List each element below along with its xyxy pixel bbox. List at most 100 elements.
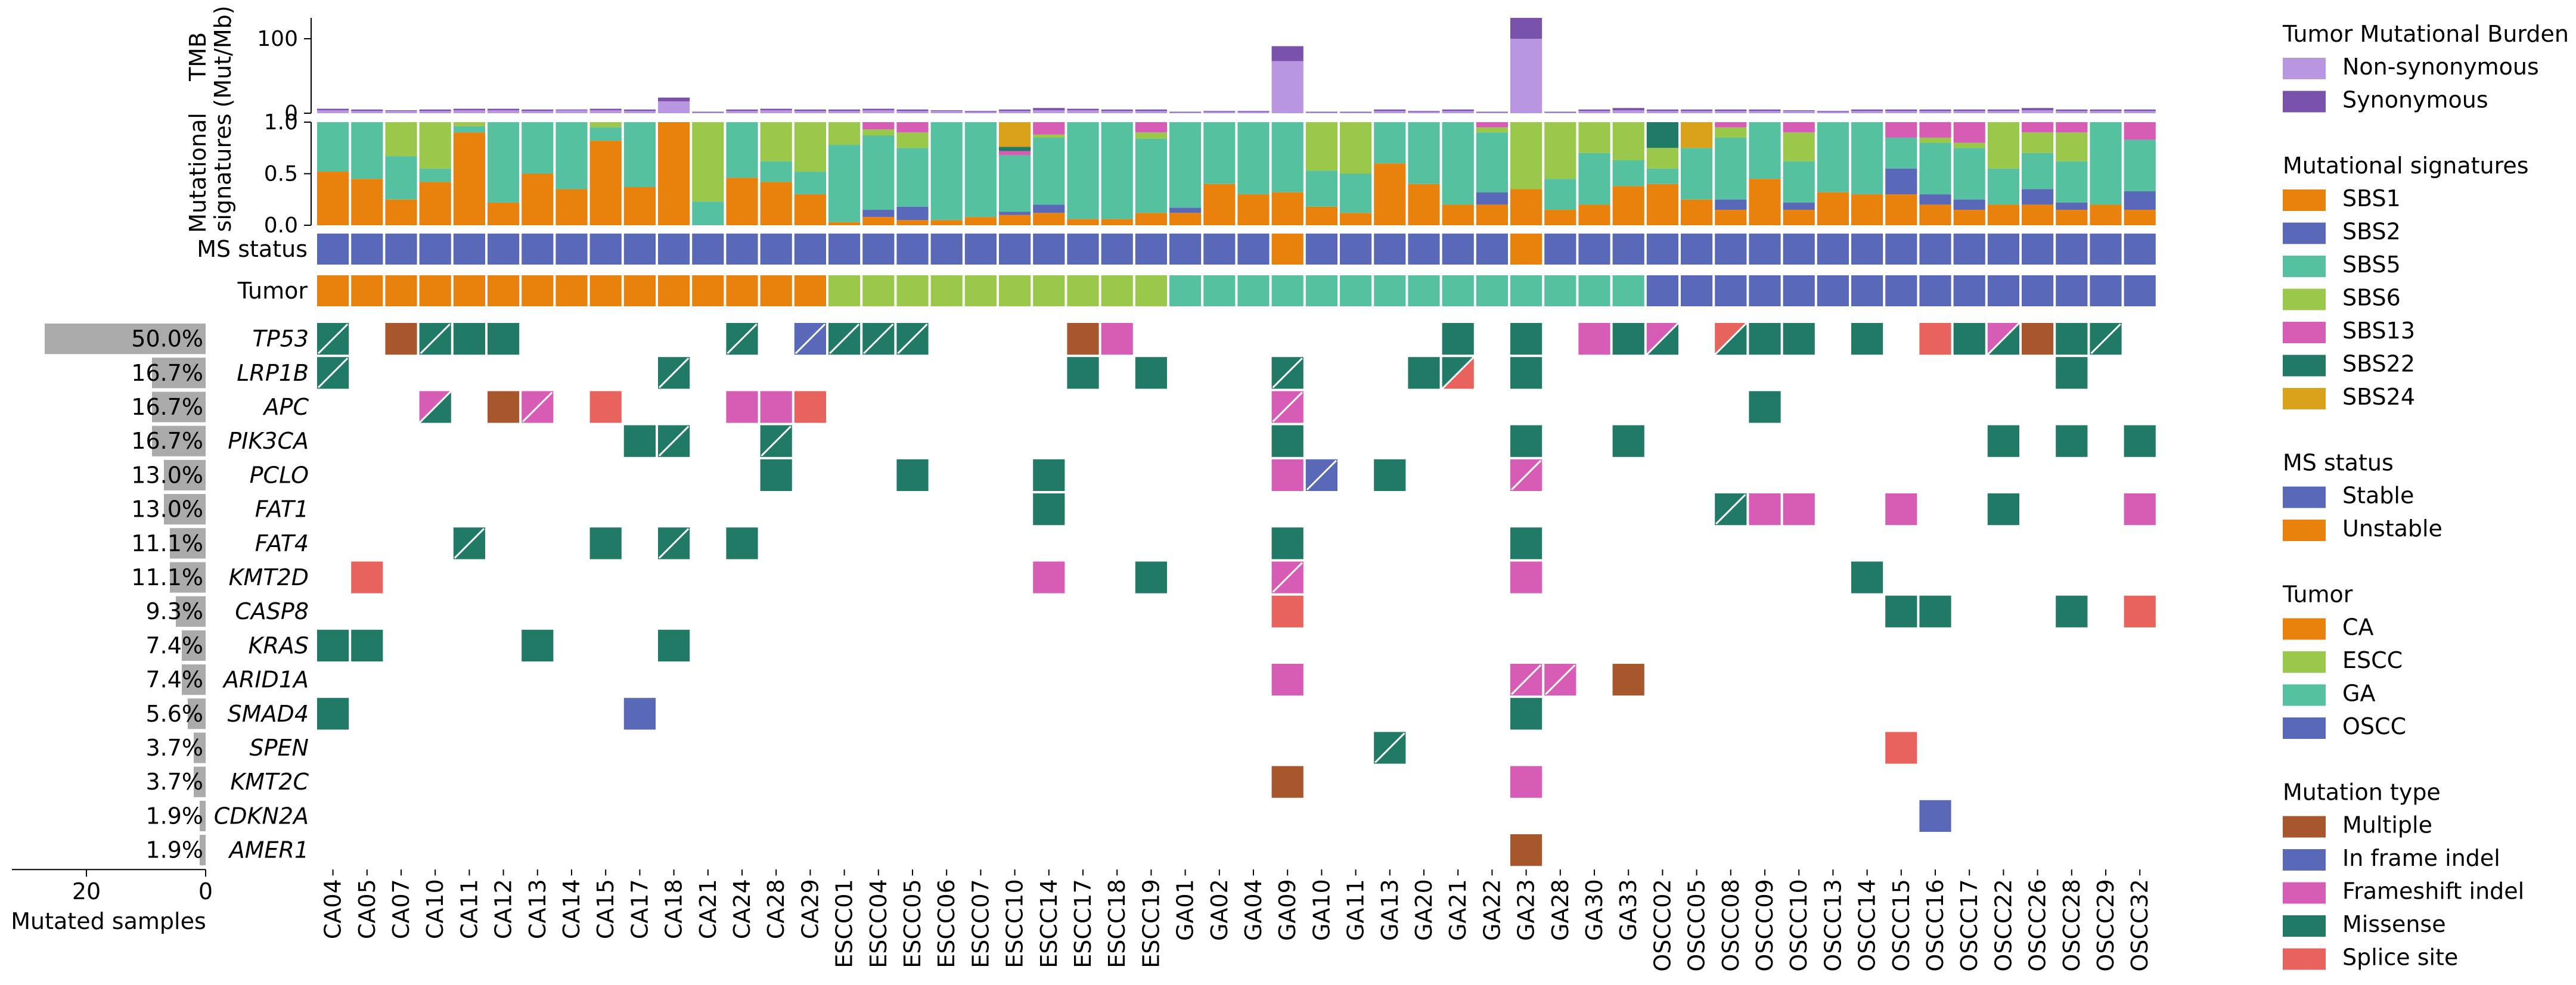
- signature-segment: [1953, 199, 1985, 210]
- legend-label: Frameshift indel: [2342, 878, 2524, 905]
- tmb-bar-nonsyn: [896, 111, 929, 113]
- tumor-cell: [351, 275, 383, 306]
- signature-segment: [964, 217, 997, 225]
- signature-segment: [794, 122, 826, 172]
- ms-status-cell: [2124, 234, 2156, 265]
- signature-segment: [1033, 137, 1065, 205]
- tmb-bar-nonsyn: [623, 111, 656, 113]
- mutation-split-line: [1441, 356, 1475, 390]
- gene-percent-label: 7.4%: [145, 667, 203, 693]
- mutation-cell: [760, 391, 792, 423]
- tumor-cell: [419, 275, 451, 306]
- ms-status-cell: [1442, 234, 1474, 265]
- signature-segment: [1885, 137, 1917, 169]
- tmb-bar-nonsyn: [1374, 111, 1406, 113]
- signature-segment: [1169, 213, 1202, 225]
- tmb-bar-syn: [1681, 109, 1713, 111]
- tumor-cell: [2022, 275, 2054, 306]
- mutation-cell: [1885, 595, 1917, 627]
- ms-status-cell: [419, 234, 451, 265]
- signature-segment: [930, 220, 963, 225]
- ms-status-cell: [726, 234, 758, 265]
- signature-segment: [794, 194, 826, 225]
- tmb-bar-syn: [1612, 108, 1644, 110]
- gene-label: SPEN: [250, 735, 309, 761]
- mutation-split-line: [761, 425, 792, 456]
- signature-segment: [1817, 122, 1849, 192]
- mutation-cell: [1749, 391, 1781, 423]
- sample-label: CA28: [763, 879, 789, 939]
- mutation-cell: [794, 391, 826, 423]
- signature-segment: [1408, 122, 1440, 184]
- gene-percent-label: 1.9%: [145, 837, 203, 863]
- ms-status-cell: [1135, 234, 1167, 265]
- signature-segment: [1715, 127, 1747, 138]
- ms-status-cell: [2022, 234, 2054, 265]
- tumor-cell: [1885, 275, 1917, 306]
- legend-label: Unstable: [2342, 515, 2442, 542]
- signature-segment: [1749, 179, 1781, 225]
- signature-segment: [1681, 199, 1713, 225]
- signature-segment: [2056, 122, 2088, 133]
- tmb-bar-nonsyn: [385, 111, 417, 113]
- mutation-cell: [760, 459, 792, 491]
- gene-label: CDKN2A: [214, 803, 309, 829]
- ms-status-cell: [1408, 234, 1440, 265]
- tmb-bar-syn: [896, 109, 929, 111]
- tmb-bar-nonsyn: [726, 111, 758, 113]
- signature-segment: [1305, 170, 1337, 207]
- ms-status-cell: [555, 234, 588, 265]
- tumor-cell: [1237, 275, 1270, 306]
- mutation-cell: [488, 323, 520, 355]
- sample-label: CA15: [592, 879, 619, 939]
- mutation-cell: [2056, 425, 2088, 457]
- signature-segment: [453, 132, 485, 225]
- signature-segment: [1715, 137, 1747, 200]
- gene-percent-label: 13.0%: [131, 462, 203, 488]
- sample-label: CA18: [661, 879, 687, 939]
- signature-segment: [760, 182, 792, 225]
- legend-title: MS status: [2283, 450, 2394, 476]
- ms-status-cell: [1612, 234, 1644, 265]
- gene-percent-label: 16.7%: [131, 394, 203, 420]
- tumor-cell: [2090, 275, 2122, 306]
- ms-status-cell: [317, 234, 349, 265]
- signature-segment: [1271, 192, 1303, 225]
- signature-segment: [522, 173, 554, 225]
- ms-status-cell: [794, 234, 826, 265]
- sample-label: CA07: [388, 879, 414, 939]
- sample-label: GA10: [1308, 879, 1334, 941]
- signature-segment: [862, 135, 895, 210]
- signature-segment: [419, 182, 451, 225]
- mutation-cell: [1101, 323, 1133, 355]
- mutation-split-line: [897, 323, 928, 355]
- signature-segment: [862, 122, 895, 130]
- mutation-cell: [317, 629, 349, 661]
- ms-status-cell: [862, 234, 895, 265]
- legend-label: SBS5: [2342, 251, 2401, 278]
- tmb-bar-syn: [1851, 109, 1883, 111]
- mutation-split-line: [1272, 391, 1303, 422]
- signature-segment: [1646, 122, 1678, 148]
- tmb-bar-nonsyn: [1271, 61, 1303, 113]
- mutation-cell: [2124, 493, 2156, 526]
- tmb-bar-syn: [317, 108, 349, 110]
- gene-percent-label: 3.7%: [145, 769, 203, 795]
- signature-segment: [726, 122, 758, 178]
- signature-segment: [1442, 122, 1474, 205]
- bar-x-tick-label: 20: [72, 878, 101, 905]
- tmb-bar-syn: [999, 109, 1031, 111]
- tmb-tick-label: 100: [257, 27, 298, 51]
- signature-segment: [1135, 122, 1167, 133]
- mutated-sample-bar: [45, 324, 206, 355]
- signature-segment: [1851, 122, 1883, 195]
- sample-label: OSCC15: [1888, 879, 1914, 971]
- mutation-cell: [1919, 323, 1951, 355]
- signature-segment: [1953, 148, 1985, 200]
- ms-status-label: MS status: [197, 236, 308, 262]
- signature-segment: [1305, 122, 1337, 171]
- legend-label: Stable: [2342, 483, 2414, 509]
- tmb-bar-syn: [1374, 109, 1406, 111]
- tmb-bar-nonsyn: [2056, 111, 2088, 113]
- mutation-cell: [1612, 425, 1644, 457]
